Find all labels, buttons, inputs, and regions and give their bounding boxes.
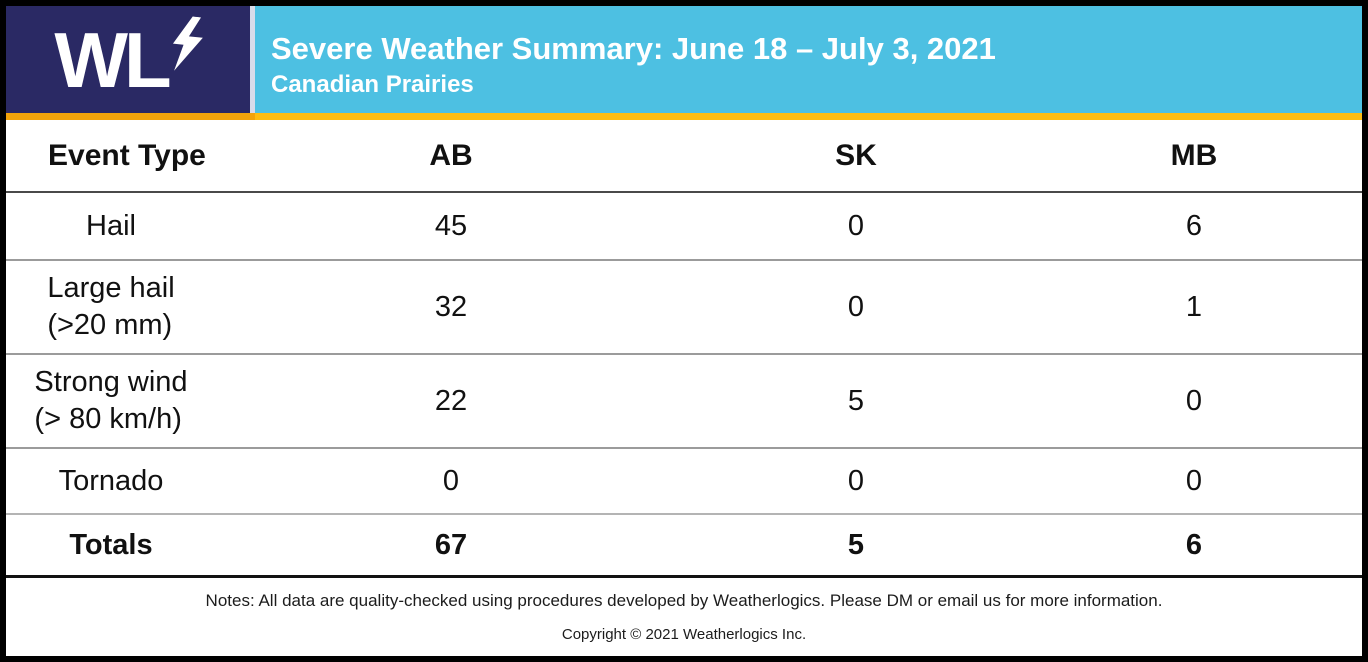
value-cell: 0 [1185,384,1203,417]
table-row: Strong wind (> 80 km/h) 22 5 0 [6,353,1362,447]
value-cell: 32 [434,290,468,323]
value-cell: 5 [847,528,865,561]
column-header-ab: AB [429,138,473,172]
page-title: Severe Weather Summary: June 18 – July 3… [271,30,996,66]
value-cell: 0 [442,464,460,497]
event-type-cell: Totals [69,528,153,561]
value-cell: 0 [1185,464,1203,497]
value-cell: 0 [847,209,865,242]
copyright-text: Copyright © 2021 Weatherlogics Inc. [561,626,807,643]
column-header-sk: SK [835,138,877,172]
table-header-row: Event Type AB SK MB [6,120,1362,193]
title-box: Severe Weather Summary: June 18 – July 3… [255,6,1362,113]
lightning-bolt-icon [172,15,203,71]
event-type-cell: Hail [86,209,136,242]
event-type-cell: Large hail (>20 mm) [47,272,175,341]
value-cell: 0 [847,464,865,497]
table-body: Hail 45 0 6 Large hail (>20 mm) 32 0 1 Strong win… [6,193,1362,575]
event-type-cell: Strong wind (> 80 km/h) [34,366,188,435]
header-band: WL Severe Weather Summary: June 18 – Jul… [6,6,1362,113]
page-subtitle: Canadian Prairies [271,70,474,98]
column-header-mb: MB [1170,138,1218,172]
table-row: Hail 45 0 6 [6,193,1362,259]
column-header-event-type: Event Type [48,138,206,172]
value-cell: 45 [434,209,468,242]
logo-title-divider [250,6,255,113]
weatherlogics-logo: WL [6,6,250,113]
table-row: Totals 67 5 6 [6,513,1362,575]
table-bottom-rule [6,575,1362,578]
value-cell: 5 [847,384,865,417]
value-cell: 1 [1185,290,1203,323]
value-cell: 67 [434,528,468,561]
accent-bar [6,113,1362,120]
logo-letters: WL [54,15,203,104]
notes-text: Notes: All data are quality-checked usin… [205,591,1163,610]
logo-text: WL [54,15,171,104]
table-row: Large hail (>20 mm) 32 0 1 [6,259,1362,353]
value-cell: 6 [1185,528,1203,561]
value-cell: 22 [434,384,468,417]
table-row: Tornado 0 0 0 [6,447,1362,513]
value-cell: 6 [1185,209,1203,242]
summary-table: Event Type AB SK MB Hail 45 0 6 Large hail (>… [6,120,1362,578]
value-cell: 0 [847,290,865,323]
event-type-cell: Tornado [58,464,164,497]
